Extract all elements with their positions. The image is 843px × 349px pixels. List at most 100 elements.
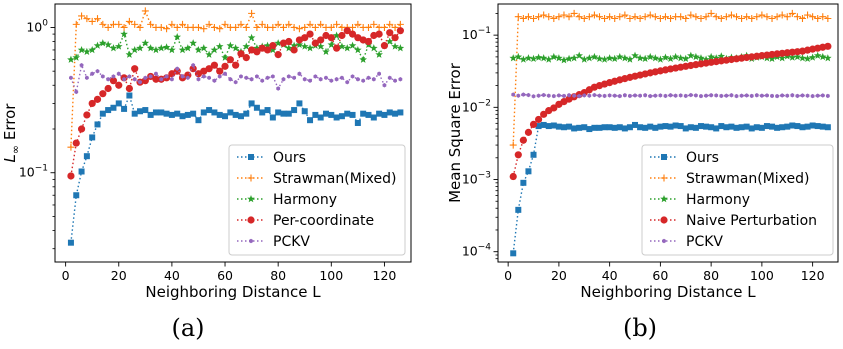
data-point xyxy=(626,55,634,63)
series-harmony xyxy=(509,51,832,64)
data-point xyxy=(581,124,588,131)
data-point xyxy=(348,41,357,49)
data-point xyxy=(104,84,112,93)
data-point xyxy=(597,93,602,98)
data-point xyxy=(799,124,806,131)
data-point xyxy=(94,121,101,128)
data-point xyxy=(825,93,830,99)
x-tick-label: 20 xyxy=(551,268,567,283)
x-tick-label: 80 xyxy=(270,268,286,283)
data-point xyxy=(748,125,755,132)
data-point xyxy=(540,110,548,118)
data-point xyxy=(239,74,243,79)
data-point xyxy=(562,93,566,99)
data-point xyxy=(175,66,180,71)
data-point xyxy=(382,83,387,88)
data-point xyxy=(824,54,832,62)
data-point xyxy=(364,23,372,31)
data-point xyxy=(540,11,548,19)
data-point xyxy=(521,92,526,97)
data-point xyxy=(201,74,206,79)
data-point xyxy=(575,51,583,59)
series-pckv xyxy=(69,62,403,95)
data-point xyxy=(536,93,541,98)
legend-label: PCKV xyxy=(686,234,723,250)
data-point xyxy=(601,124,608,131)
data-point xyxy=(773,13,781,21)
data-point xyxy=(138,79,142,85)
data-point xyxy=(178,45,187,54)
y-tick-exponent: −3 xyxy=(478,171,491,181)
data-point xyxy=(77,125,86,133)
data-point xyxy=(743,123,750,130)
data-point xyxy=(380,23,388,31)
data-point xyxy=(595,13,603,21)
data-point xyxy=(212,78,217,83)
data-point xyxy=(809,122,816,129)
data-point xyxy=(530,151,537,158)
y-tick-base: 10 xyxy=(462,172,478,187)
data-point xyxy=(244,75,249,81)
data-point xyxy=(642,124,649,131)
data-point xyxy=(555,13,563,21)
data-point xyxy=(191,62,196,68)
x-tick-label: 80 xyxy=(703,268,719,283)
data-point xyxy=(350,74,355,79)
data-point xyxy=(509,172,517,181)
data-point xyxy=(692,52,700,61)
legend-marker xyxy=(660,174,668,182)
data-point xyxy=(808,53,817,61)
data-point xyxy=(115,20,123,28)
data-point xyxy=(541,92,546,98)
data-point xyxy=(692,124,699,131)
x-tick-label: 20 xyxy=(111,268,127,283)
data-point xyxy=(286,74,291,79)
data-point xyxy=(317,20,325,28)
data-point xyxy=(753,13,761,21)
y-tick-base: 10 xyxy=(19,165,35,180)
data-point xyxy=(366,75,371,81)
plot-frame xyxy=(497,3,839,263)
data-point xyxy=(205,65,213,73)
data-point xyxy=(819,13,827,21)
data-point xyxy=(232,23,240,31)
data-point xyxy=(340,75,344,81)
data-point xyxy=(316,42,325,50)
legend-marker xyxy=(660,195,668,203)
legend-marker xyxy=(249,238,253,244)
data-point xyxy=(189,39,197,47)
data-point xyxy=(612,93,617,98)
data-point xyxy=(255,74,259,79)
legend-marker xyxy=(248,154,254,160)
data-point xyxy=(788,53,797,61)
data-point xyxy=(646,52,655,61)
data-point xyxy=(280,110,287,117)
data-point xyxy=(535,123,542,130)
data-point xyxy=(637,124,644,131)
data-point xyxy=(88,45,96,54)
series-ours xyxy=(510,121,831,257)
data-point xyxy=(141,39,150,47)
data-point xyxy=(656,15,664,23)
data-point xyxy=(200,109,207,116)
x-tick-label: 120 xyxy=(801,268,825,283)
data-point xyxy=(253,23,261,31)
data-point xyxy=(260,78,265,83)
data-point xyxy=(106,77,111,82)
data-point xyxy=(263,46,272,54)
data-point xyxy=(661,53,670,61)
data-point xyxy=(148,74,153,79)
data-point xyxy=(216,111,223,118)
y-tick-exponent: −1 xyxy=(35,164,48,174)
data-point xyxy=(295,25,303,33)
data-point xyxy=(550,15,558,23)
data-point xyxy=(158,109,165,116)
data-point xyxy=(723,124,730,131)
data-point xyxy=(67,239,74,246)
data-point xyxy=(688,92,693,98)
data-point xyxy=(120,23,128,31)
data-point xyxy=(793,13,801,21)
data-point xyxy=(344,110,351,117)
data-point xyxy=(391,42,399,50)
data-point xyxy=(269,41,277,50)
